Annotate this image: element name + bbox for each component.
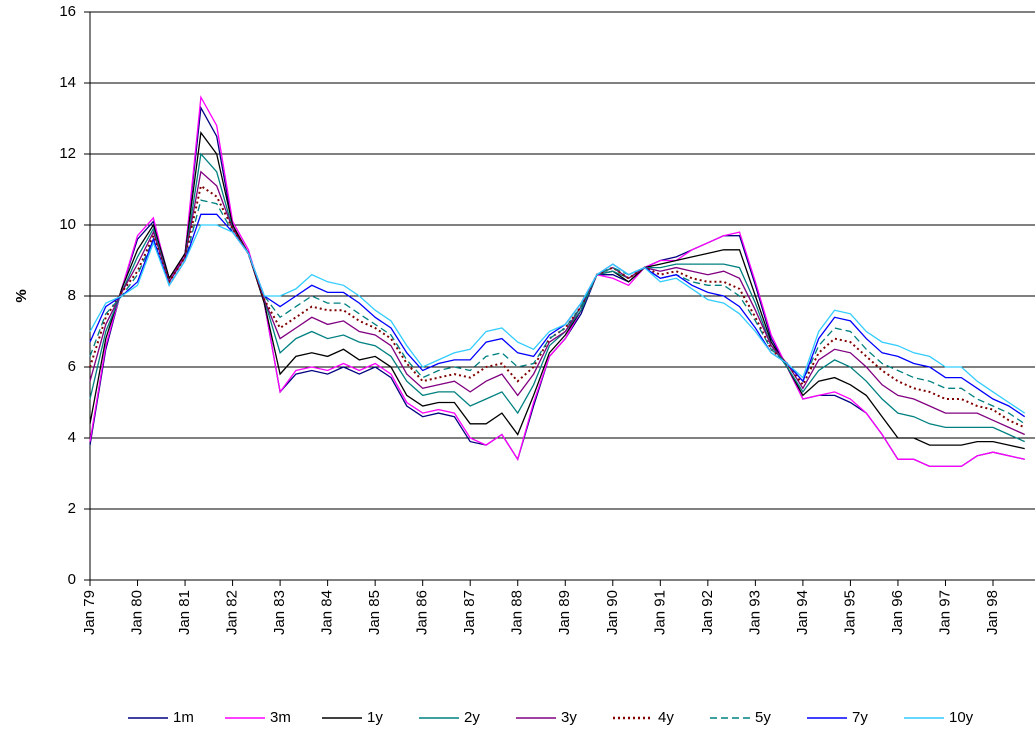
- x-tick-label: Jan 87: [461, 590, 478, 635]
- x-tick-label: Jan 80: [128, 590, 145, 635]
- y-tick-label: 0: [68, 571, 76, 588]
- series-line: [89, 105, 1025, 468]
- x-tick-label: Jan 84: [319, 590, 336, 635]
- legend-label: 3m: [270, 709, 291, 726]
- legend-label: 10y: [949, 709, 974, 726]
- x-tick-label: Jan 92: [699, 590, 716, 635]
- legend-label: 1y: [367, 709, 383, 726]
- legend-label: 7y: [852, 709, 868, 726]
- x-tick-label: Jan 96: [889, 590, 906, 635]
- x-tick-label: Jan 82: [224, 590, 241, 635]
- x-tick-label: Jan 79: [81, 590, 98, 635]
- x-tick-label: Jan 86: [414, 590, 431, 635]
- y-axis-label: %: [13, 289, 30, 302]
- legend-label: 4y: [658, 709, 674, 726]
- y-tick-label: 14: [59, 74, 76, 91]
- x-tick-label: Jan 85: [366, 590, 383, 635]
- legend-label: 1m: [173, 709, 194, 726]
- legend-label: 5y: [755, 709, 771, 726]
- series-line: [89, 95, 1025, 468]
- x-tick-label: Jan 95: [841, 590, 858, 635]
- y-tick-label: 2: [68, 500, 76, 517]
- x-tick-label: Jan 83: [271, 590, 288, 635]
- series-line: [89, 199, 1026, 425]
- x-tick-label: Jan 94: [794, 590, 811, 635]
- y-tick-label: 4: [68, 429, 76, 446]
- series-line: [89, 152, 1025, 443]
- x-tick-label: Jan 90: [604, 590, 621, 635]
- y-tick-label: 16: [59, 3, 76, 20]
- x-tick-label: Jan 98: [984, 590, 1001, 635]
- x-tick-label: Jan 97: [936, 590, 953, 635]
- series-line: [89, 224, 1026, 414]
- y-tick-label: 8: [68, 287, 76, 304]
- legend-label: 2y: [464, 709, 480, 726]
- y-tick-label: 6: [68, 358, 76, 375]
- x-tick-label: Jan 91: [651, 590, 668, 635]
- x-tick-label: Jan 81: [176, 590, 193, 635]
- x-tick-label: Jan 88: [509, 590, 526, 635]
- x-tick-label: Jan 93: [746, 590, 763, 635]
- y-tick-label: 10: [59, 216, 76, 233]
- y-tick-label: 12: [59, 145, 76, 162]
- legend-label: 3y: [561, 709, 577, 726]
- x-tick-label: Jan 89: [556, 590, 573, 635]
- series-line: [89, 184, 1026, 429]
